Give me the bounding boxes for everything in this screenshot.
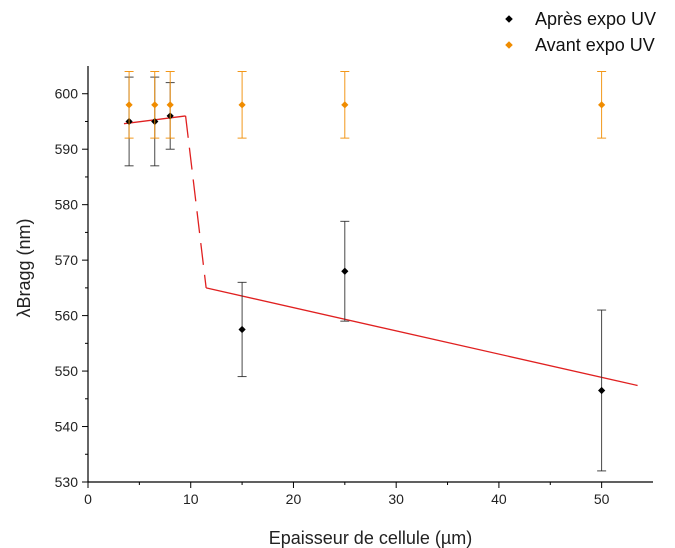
y-tick-label-530: 530 <box>55 474 79 490</box>
trend-lines <box>123 115 638 387</box>
trend-line-2 <box>205 287 638 387</box>
legend-label-apres: Après expo UV <box>535 9 656 29</box>
trend-line-1 <box>184 115 207 288</box>
series-1 <box>124 71 607 139</box>
data-point-0-4 <box>341 267 349 275</box>
data-point-1-4 <box>341 101 349 109</box>
x-tick-label-50: 50 <box>594 491 610 507</box>
data-point-1-5 <box>598 101 606 109</box>
y-tick-label-560: 560 <box>55 308 79 324</box>
y-axis-title: λBragg (nm) <box>14 218 34 317</box>
y-tick-label-580: 580 <box>55 197 79 213</box>
legend-label-avant: Avant expo UV <box>535 35 655 55</box>
data-point-1-2 <box>166 101 174 109</box>
axes: 0 10 20 30 40 50 530 540 550 560 570 580 590 600 <box>55 66 653 507</box>
data-point-1-3 <box>238 101 246 109</box>
x-tick-label-40: 40 <box>491 491 507 507</box>
legend-marker-apres <box>505 15 513 23</box>
legend: Après expo UV Avant expo UV <box>505 9 656 55</box>
y-tick-label-540: 540 <box>55 419 79 435</box>
data-series <box>124 71 607 472</box>
y-tick-label-570: 570 <box>55 252 79 268</box>
x-axis-title: Epaisseur de cellule (µm) <box>269 528 472 548</box>
data-point-0-3 <box>238 325 246 334</box>
data-point-1-1 <box>151 101 159 109</box>
x-tick-label-10: 10 <box>183 491 199 507</box>
data-point-1-0 <box>125 101 133 109</box>
y-tick-label-600: 600 <box>55 86 79 102</box>
legend-marker-avant <box>505 41 513 49</box>
y-tick-label-590: 590 <box>55 141 79 157</box>
data-point-0-5 <box>598 386 606 395</box>
series-0 <box>124 76 607 472</box>
x-tick-label-20: 20 <box>286 491 302 507</box>
x-tick-label-30: 30 <box>388 491 404 507</box>
x-tick-label-0: 0 <box>84 491 92 507</box>
y-tick-label-550: 550 <box>55 363 79 379</box>
